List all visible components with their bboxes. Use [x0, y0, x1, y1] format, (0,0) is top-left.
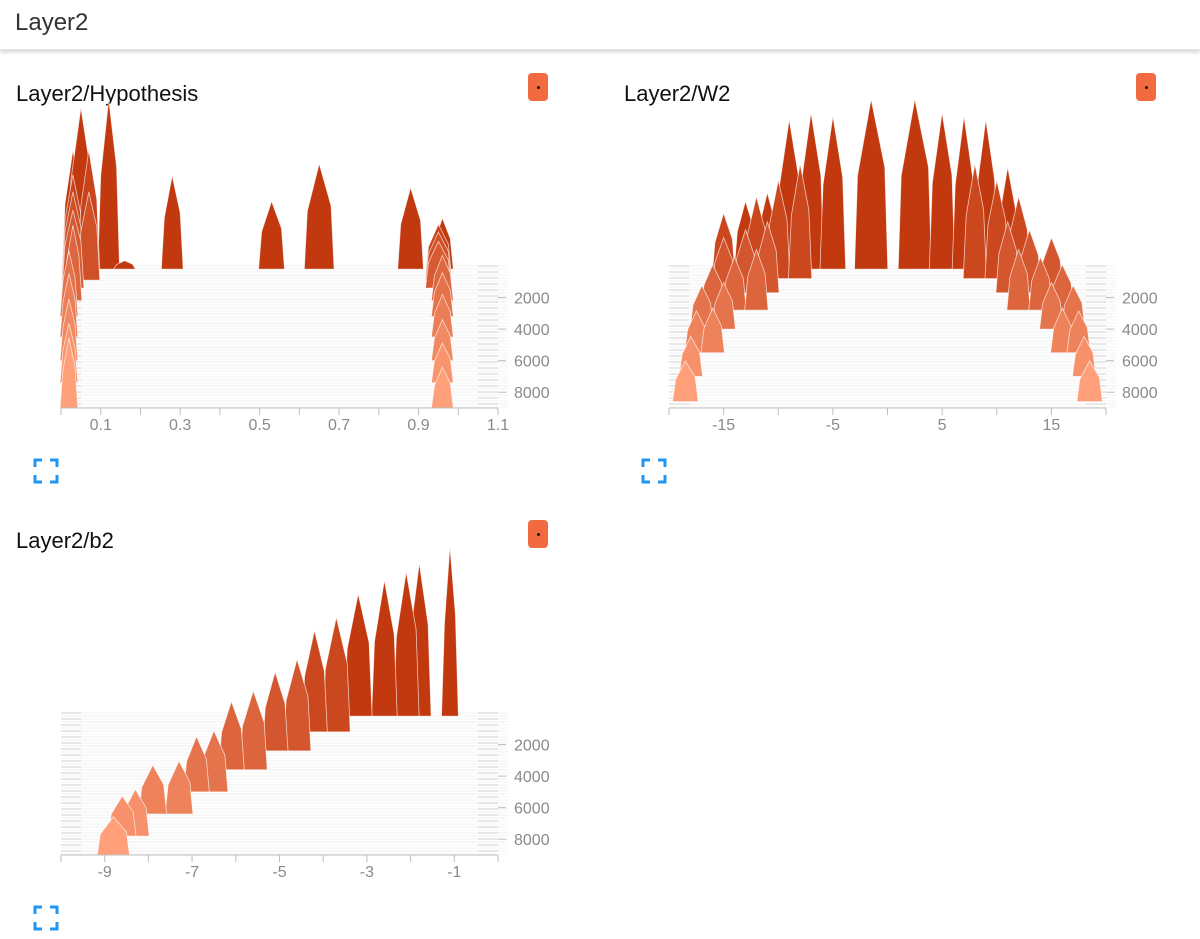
- histogram-bin: [218, 700, 245, 771]
- y-axis: 2000 4000 6000 8000: [1106, 291, 1158, 402]
- histogram-shapes: [96, 546, 459, 856]
- run-color-dot-icon: [537, 533, 540, 536]
- group-header-bar: Layer2: [0, 0, 1200, 50]
- expand-chart-button[interactable]: [33, 905, 59, 931]
- x-tick-label: -5: [826, 417, 840, 434]
- histogram-card-b2: Layer2/b2 -9 -7 -5 -3 -1 2000 4000 6000 8000: [16, 520, 576, 937]
- y-tick-label: 2000: [1122, 291, 1158, 308]
- y-tick-label: 8000: [1122, 385, 1158, 402]
- histogram-shapes: [59, 99, 454, 409]
- histogram-bin: [112, 260, 137, 270]
- x-axis: -9 -7 -5 -3 -1: [60, 854, 499, 881]
- histogram-bin: [744, 248, 769, 311]
- run-color-dot-icon: [537, 86, 540, 89]
- x-tick-label: 5: [938, 417, 947, 434]
- x-tick-label: 0.1: [90, 417, 112, 434]
- y-tick-label: 4000: [514, 322, 550, 339]
- step-grid: [669, 265, 1116, 408]
- x-tick-label: 1.1: [487, 417, 509, 434]
- card-title: Layer2/W2: [624, 81, 731, 106]
- x-tick-label: -7: [185, 864, 199, 881]
- x-tick-label: -15: [712, 417, 735, 434]
- histogram-bin: [160, 175, 184, 270]
- histogram-bin: [371, 580, 398, 717]
- histogram-bin: [672, 360, 699, 403]
- histogram-bin: [1006, 248, 1031, 311]
- histogram-bin: [164, 759, 194, 815]
- histogram-bin: [711, 281, 736, 330]
- card-title: Layer2/b2: [16, 528, 114, 553]
- x-axis: 0.1 0.3 0.5 0.7 0.9 1.1: [60, 407, 509, 434]
- x-tick-label: 0.5: [249, 417, 271, 434]
- y-axis: 2000 4000 6000 8000: [498, 291, 550, 402]
- histogram-bin: [261, 670, 289, 752]
- fullscreen-corners-icon: [641, 458, 667, 484]
- expand-chart-button[interactable]: [33, 458, 59, 484]
- histogram-bin: [97, 99, 121, 270]
- group-title: Layer2: [15, 9, 89, 36]
- histogram-shapes: [672, 99, 1103, 403]
- histogram-chart: 0.1 0.3 0.5 0.7 0.9 1.1 2000 4000 6000 8000: [59, 99, 550, 434]
- histogram-bin: [819, 116, 847, 270]
- run-color-dot-icon: [1145, 86, 1148, 89]
- fullscreen-corners-icon: [33, 458, 59, 484]
- y-tick-label: 2000: [514, 738, 550, 755]
- histogram-chart: -15 -5 5 15 2000 4000 6000 8000: [668, 99, 1158, 434]
- histogram-bin: [787, 163, 813, 279]
- histogram-bin: [441, 546, 459, 717]
- card-title: Layer2/Hypothesis: [16, 81, 199, 106]
- histogram-bin: [397, 186, 424, 270]
- histogram-card-hypothesis: Layer2/Hypothesis 0.1 0.3 0.5 0.7 0.9 1.1 2000…: [16, 73, 576, 490]
- x-tick-label: -9: [98, 864, 112, 881]
- x-tick-label: -1: [447, 864, 461, 881]
- y-axis: 2000 4000 6000 8000: [498, 738, 550, 849]
- fullscreen-corners-icon: [33, 905, 59, 931]
- x-tick-label: 0.3: [169, 417, 191, 434]
- run-color-button[interactable]: [1136, 73, 1156, 101]
- y-tick-label: 6000: [514, 354, 550, 371]
- y-tick-label: 4000: [514, 769, 550, 786]
- y-tick-label: 4000: [1122, 322, 1158, 339]
- y-tick-label: 2000: [514, 291, 550, 308]
- histogram-bin: [928, 112, 956, 270]
- histogram-card-w2: Layer2/W2 -15 -5 5 15 2000 4000 6000 8000: [624, 73, 1184, 490]
- histogram-bin: [303, 162, 335, 270]
- histogram-bin: [962, 163, 988, 279]
- histogram-bin: [258, 199, 285, 270]
- expand-chart-button[interactable]: [641, 458, 667, 484]
- x-tick-label: -3: [360, 864, 374, 881]
- y-tick-label: 6000: [514, 801, 550, 818]
- y-tick-label: 6000: [1122, 354, 1158, 371]
- run-color-button[interactable]: [528, 520, 548, 548]
- histogram-bin: [183, 735, 210, 793]
- x-tick-label: 15: [1042, 417, 1060, 434]
- histogram-bin: [1076, 360, 1103, 403]
- histogram-bin: [138, 764, 168, 815]
- y-tick-label: 8000: [514, 385, 550, 402]
- histogram-bin: [700, 307, 725, 354]
- histogram-bin: [897, 99, 932, 270]
- x-tick-label: 0.9: [407, 417, 429, 434]
- x-tick-label: -5: [272, 864, 286, 881]
- x-tick-label: 0.7: [328, 417, 350, 434]
- histogram-bin: [392, 571, 420, 717]
- x-axis: -15 -5 5 15: [668, 407, 1107, 434]
- run-color-button[interactable]: [528, 73, 548, 101]
- histogram-chart: -9 -7 -5 -3 -1 2000 4000 6000 8000: [60, 546, 550, 881]
- histogram-bin: [854, 99, 889, 270]
- y-tick-label: 8000: [514, 832, 550, 849]
